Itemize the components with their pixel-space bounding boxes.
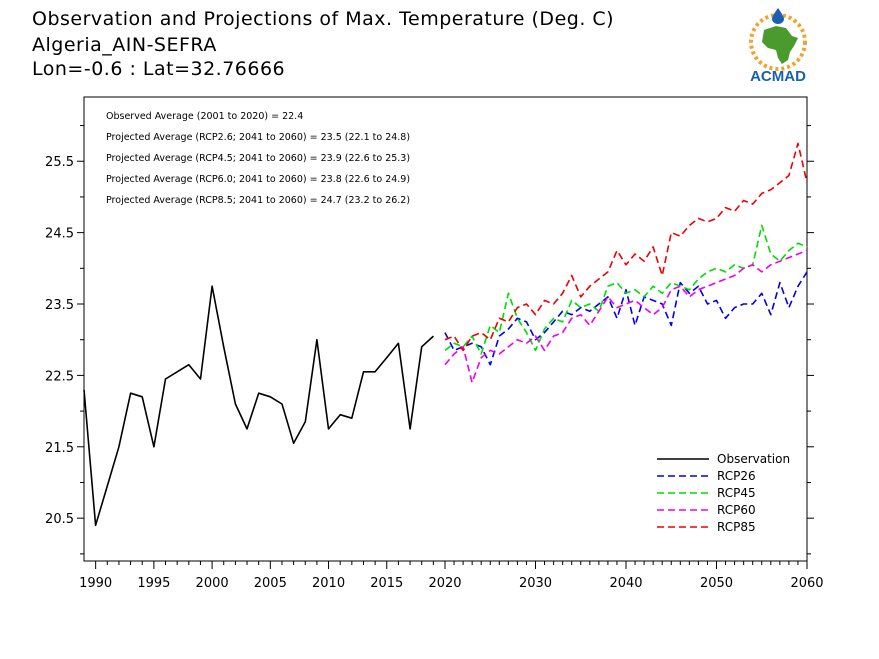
x-tick-label: 2030 [519,576,552,591]
logo-text: ACMAD [750,68,806,85]
africa-map-icon [762,26,798,64]
annotation-rcp85: Projected Average (RCP8.5; 2041 to 2060)… [106,195,410,206]
y-tick-label: 25.5 [45,155,74,170]
annotation-rcp45: Projected Average (RCP4.5; 2041 to 2060)… [106,153,410,164]
chart-title: Observation and Projections of Max. Temp… [32,8,615,30]
legend: Observation RCP26 RCP45 RCP60 RCP85 [657,452,790,534]
x-tick-label: 2010 [312,576,345,591]
y-tick-label: 21.5 [45,441,74,456]
legend-label-rcp26: RCP26 [717,469,756,483]
x-tick-label: 2050 [700,576,733,591]
acmad-logo: ACMAD [749,8,807,85]
x-axis: 1990 1995 2000 2005 2010 2015 2020 2030 2040 2050… [79,561,824,591]
legend-label-rcp85: RCP85 [717,520,756,534]
y-tick-label: 20.5 [45,512,74,527]
series-line-rcp60 [444,249,808,384]
series-line-observation [83,285,434,527]
x-tick-label: 2015 [370,576,403,591]
series-line-rcp85 [444,142,808,352]
series-line-rcp26 [444,271,808,366]
annotations-block: Observed Average (2001 to 2020) = 22.4 P… [106,111,410,206]
y-tick-label: 24.5 [45,227,74,242]
x-tick-label: 2020 [428,576,461,591]
series-layer [83,142,808,527]
water-drop-icon [772,8,784,24]
station-name: Algeria_AIN-SEFRA [32,34,217,56]
station-coordinates: Lon=-0.6 : Lat=32.76666 [32,58,286,80]
annotation-observed: Observed Average (2001 to 2020) = 22.4 [106,111,303,122]
y-tick-label: 22.5 [45,369,74,384]
annotation-rcp60: Projected Average (RCP6.0; 2041 to 2060)… [106,174,410,185]
x-tick-label: 2000 [196,576,229,591]
annotation-rcp26: Projected Average (RCP2.6; 2041 to 2060)… [106,132,410,143]
x-tick-label: 2040 [609,576,642,591]
x-tick-label: 2005 [254,576,287,591]
y-axis: 20.5 21.5 22.5 23.5 24.5 25.5 [45,125,814,555]
plot-border [83,96,808,562]
plot-frame [83,96,808,562]
legend-label-rcp60: RCP60 [717,503,756,517]
legend-label-observation: Observation [717,452,790,466]
legend-label-rcp45: RCP45 [717,486,756,500]
x-tick-label: 2060 [790,576,823,591]
x-tick-label: 1990 [79,576,112,591]
x-tick-label: 1995 [137,576,170,591]
series-line-rcp45 [444,224,808,355]
y-tick-label: 23.5 [45,298,74,313]
